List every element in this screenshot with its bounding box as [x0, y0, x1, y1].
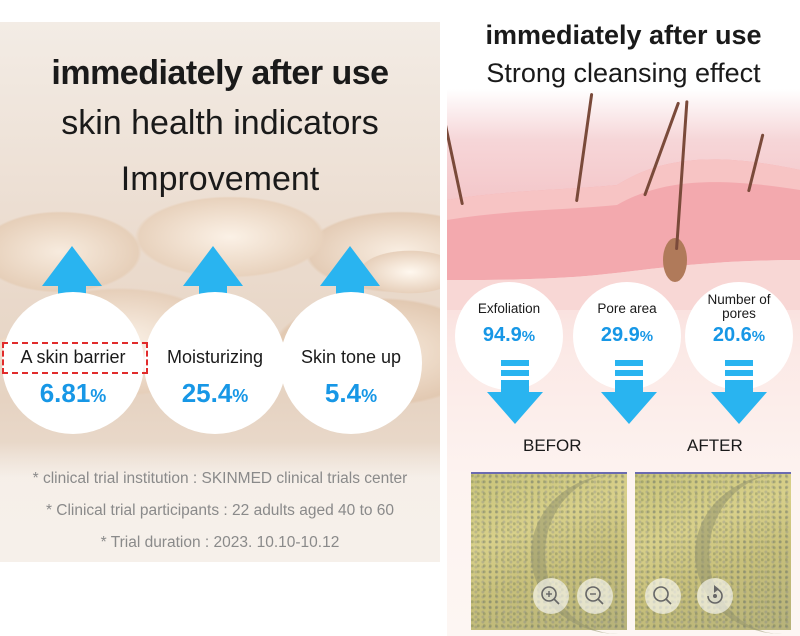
skin-layer-illustration — [447, 159, 800, 310]
arrow-down-icon — [711, 360, 767, 424]
after-label: AFTER — [687, 436, 743, 455]
trial-note-participants: * Clinical trial participants : 22 adult… — [45, 502, 395, 519]
search-icon[interactable] — [645, 578, 681, 614]
metric-value: 29.9% — [600, 324, 654, 346]
metric-label: Pore area — [597, 301, 657, 316]
cleansing-effect-panel: immediately after use Strong cleansing e… — [447, 0, 800, 636]
metric-circle-moisturizing — [144, 292, 286, 434]
trial-note-duration: * Trial duration : 2023. 10.10-10.12 — [100, 534, 340, 551]
skin-health-panel: immediately after use skin health indica… — [0, 22, 440, 562]
metric-label: Exfoliation — [477, 301, 541, 316]
metric-value: 20.6% — [712, 324, 766, 346]
metric-label: Skin tone up — [300, 347, 402, 367]
metric-label: pores — [722, 306, 756, 321]
metric-value: 94.9% — [482, 324, 536, 346]
metric-label: Moisturizing — [166, 347, 264, 367]
rotate-icon[interactable] — [697, 578, 733, 614]
metric-label: A skin barrier — [20, 347, 126, 367]
right-subtitle: Strong cleansing effect — [486, 58, 761, 88]
arrow-down-icon — [487, 360, 543, 424]
metric-label: Number of — [707, 292, 771, 307]
right-headline: immediately after use — [485, 20, 762, 50]
metric-circle-skin-tone — [280, 292, 422, 434]
zoom-out-icon[interactable] — [577, 578, 613, 614]
left-subtitle-line1: skin health indicators — [61, 104, 379, 142]
metric-value: 25.4% — [181, 378, 249, 408]
trial-note-institution: * clinical trial institution : SKINMED c… — [32, 470, 408, 487]
metric-value: 6.81% — [39, 378, 107, 408]
arrow-down-icon — [601, 360, 657, 424]
highlight-box — [2, 342, 148, 374]
panel-fade — [0, 442, 440, 562]
left-subtitle-line2: Improvement — [120, 160, 320, 198]
left-headline: immediately after use — [51, 54, 389, 92]
metric-circle-skin-barrier — [2, 292, 144, 434]
metric-value: 5.4% — [324, 378, 378, 408]
after-photo — [635, 472, 791, 634]
before-photo — [471, 472, 627, 634]
zoom-in-icon[interactable] — [533, 578, 569, 614]
before-label: BEFOR — [523, 436, 582, 455]
